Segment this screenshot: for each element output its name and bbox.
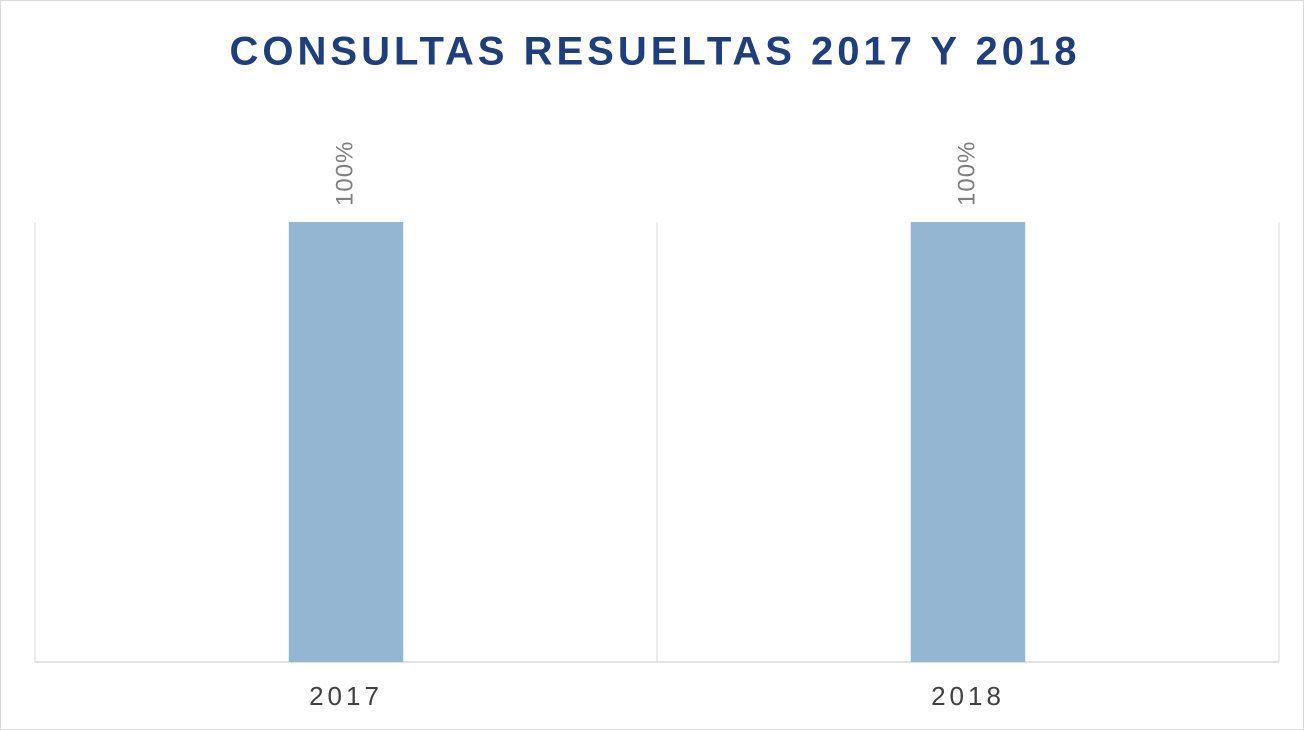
- data-label: 100%: [331, 141, 358, 206]
- chart-title: CONSULTAS RESUELTAS 2017 Y 2018: [230, 30, 1081, 74]
- x-tick-label: 2018: [931, 681, 1005, 711]
- x-tick-label: 2017: [309, 681, 383, 711]
- data-label: 100%: [953, 141, 980, 206]
- bar: [288, 222, 404, 662]
- bar: [910, 222, 1026, 662]
